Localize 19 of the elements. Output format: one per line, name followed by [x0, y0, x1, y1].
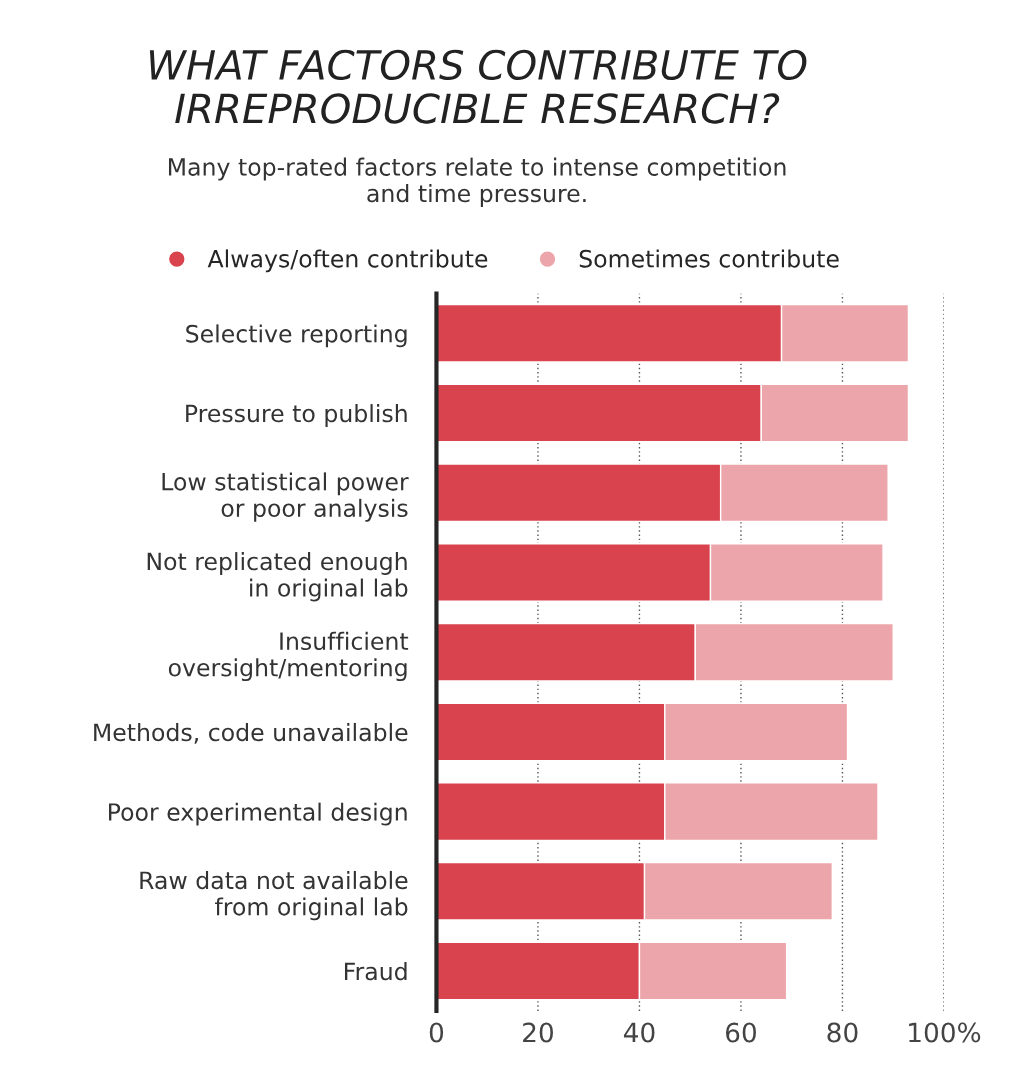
y-tick-label: Selective reporting [186, 324, 407, 348]
x-tick-label: 20 [523, 1022, 553, 1043]
y-tick-label: Fraud [344, 962, 407, 981]
legend-label: Always/often contribute [207, 249, 488, 273]
chart-title: WHAT FACTORS CONTRIBUTE TO IRREPRODUCIBLE RESEARCH? [149, 49, 807, 124]
x-tick-label: 80 [827, 1022, 858, 1043]
y-tick-label: Low statistical power or poor analysis [162, 472, 409, 522]
x-tick-label: 60 [726, 1022, 756, 1043]
legend-label: Sometimes contribute [579, 249, 839, 268]
x-tick-label: 100% [909, 1022, 981, 1043]
y-tick-label: Insufficient oversight/mentoring [168, 631, 409, 682]
chart-subtitle: Many top-rated factors relate to intense competition and time pressure. [169, 157, 786, 207]
x-tick-label: 40 [623, 1022, 655, 1043]
y-tick-label: Not replicated enough in original lab [147, 552, 408, 602]
y-tick-label: Poor experimental design [109, 802, 407, 826]
y-tick-label: Pressure to publish [186, 404, 407, 427]
y-tick-label: Methods, code unavailable [94, 722, 408, 744]
x-tick-label: 0 [429, 1022, 444, 1043]
y-tick-label: Raw data not available from original lab [140, 870, 408, 921]
